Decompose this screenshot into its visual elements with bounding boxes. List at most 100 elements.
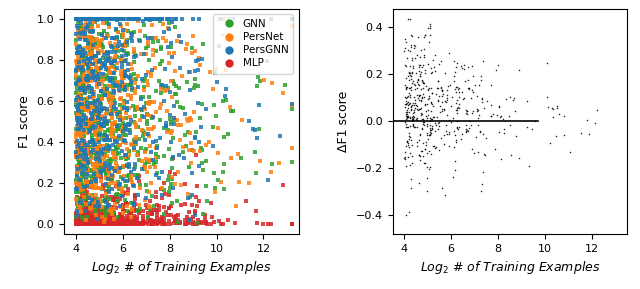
MLP xyxy=(97,221,107,226)
PersNet xyxy=(88,166,99,171)
Point xyxy=(402,124,412,129)
GNN xyxy=(87,49,97,53)
GNN xyxy=(137,114,147,119)
Point xyxy=(406,104,416,108)
GNN xyxy=(81,53,92,57)
Point xyxy=(473,123,483,128)
GNN xyxy=(179,150,189,154)
PersNet xyxy=(92,212,102,217)
MLP xyxy=(118,209,129,214)
PersNet xyxy=(104,99,115,104)
PersNet xyxy=(88,123,99,128)
PersGNN xyxy=(96,171,106,175)
PersNet xyxy=(95,79,105,83)
GNN xyxy=(255,79,265,84)
PersGNN xyxy=(157,170,167,175)
Point xyxy=(428,144,438,149)
MLP xyxy=(102,221,113,226)
MLP xyxy=(78,218,88,223)
PersGNN xyxy=(164,90,175,95)
PersGNN xyxy=(79,90,90,94)
MLP xyxy=(72,210,82,214)
MLP xyxy=(84,218,95,223)
Point xyxy=(479,152,490,157)
GNN xyxy=(113,49,124,53)
PersGNN xyxy=(74,121,84,126)
MLP xyxy=(190,221,200,226)
MLP xyxy=(95,221,106,225)
PersNet xyxy=(234,180,244,185)
PersNet xyxy=(76,133,86,137)
MLP xyxy=(132,221,142,226)
PersNet xyxy=(79,141,90,146)
Point xyxy=(403,94,413,98)
PersGNN xyxy=(110,138,120,143)
PersNet xyxy=(72,68,83,72)
GNN xyxy=(71,101,81,106)
PersNet xyxy=(98,87,108,91)
PersNet xyxy=(83,103,93,108)
GNN xyxy=(71,127,81,131)
PersNet xyxy=(98,136,108,141)
PersNet xyxy=(88,186,99,191)
GNN xyxy=(156,91,166,96)
PersGNN xyxy=(98,123,108,128)
MLP xyxy=(88,218,98,223)
Point xyxy=(414,94,424,99)
PersGNN xyxy=(90,16,100,21)
PersGNN xyxy=(136,76,147,81)
PersGNN xyxy=(71,16,81,21)
PersNet xyxy=(162,130,172,135)
Y-axis label: F1 score: F1 score xyxy=(18,95,31,148)
PersNet xyxy=(116,117,127,122)
PersGNN xyxy=(94,140,104,145)
MLP xyxy=(114,221,124,226)
GNN xyxy=(142,122,152,127)
GNN xyxy=(95,173,106,177)
GNN xyxy=(72,172,83,177)
PersGNN xyxy=(92,18,102,22)
PersNet xyxy=(72,152,82,156)
PersNet xyxy=(74,122,84,127)
PersGNN xyxy=(84,16,95,21)
PersNet xyxy=(77,66,88,70)
PersNet xyxy=(151,155,161,160)
PersNet xyxy=(125,115,135,120)
Point xyxy=(425,24,435,28)
Point xyxy=(401,75,412,80)
MLP xyxy=(89,222,99,226)
PersGNN xyxy=(134,16,145,21)
Point xyxy=(404,91,415,96)
PersNet xyxy=(118,33,129,38)
MLP xyxy=(123,221,133,226)
PersNet xyxy=(89,199,99,204)
GNN xyxy=(92,130,102,134)
PersNet xyxy=(177,74,187,79)
GNN xyxy=(131,105,141,110)
GNN xyxy=(94,162,104,167)
MLP xyxy=(72,220,83,224)
PersNet xyxy=(148,48,158,53)
MLP xyxy=(189,209,200,213)
PersGNN xyxy=(77,169,88,173)
GNN xyxy=(93,110,104,114)
GNN xyxy=(92,165,102,169)
PersGNN xyxy=(95,16,105,21)
PersGNN xyxy=(109,89,119,94)
MLP xyxy=(84,215,94,220)
Point xyxy=(461,130,472,135)
GNN xyxy=(152,170,163,175)
PersGNN xyxy=(92,16,102,21)
GNN xyxy=(76,85,86,90)
PersNet xyxy=(125,214,136,219)
Point xyxy=(425,165,435,170)
GNN xyxy=(169,82,179,86)
Point xyxy=(420,114,431,118)
PersGNN xyxy=(159,98,169,103)
PersGNN xyxy=(102,16,112,21)
MLP xyxy=(86,204,97,208)
GNN xyxy=(168,79,179,83)
MLP xyxy=(74,209,84,214)
Point xyxy=(411,117,421,121)
GNN xyxy=(75,119,85,124)
